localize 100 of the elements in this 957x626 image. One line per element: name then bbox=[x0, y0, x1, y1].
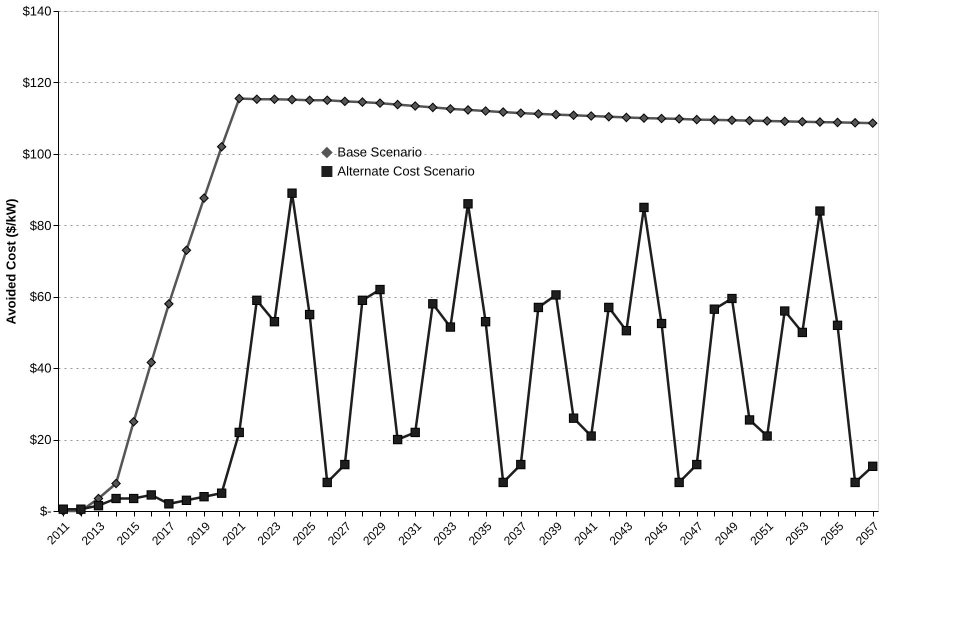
point bbox=[762, 116, 772, 126]
point bbox=[428, 102, 438, 112]
point bbox=[252, 94, 262, 104]
point bbox=[639, 202, 649, 212]
point bbox=[604, 302, 614, 312]
y-tick-label: $80 bbox=[30, 218, 52, 233]
y-tick-label: $100 bbox=[22, 146, 52, 162]
point bbox=[868, 118, 878, 128]
point bbox=[780, 116, 790, 126]
point bbox=[498, 107, 508, 117]
point bbox=[692, 114, 702, 124]
point bbox=[358, 296, 368, 305]
point bbox=[832, 118, 842, 128]
point bbox=[586, 431, 596, 441]
point bbox=[216, 142, 226, 152]
point bbox=[568, 413, 578, 423]
point bbox=[604, 112, 614, 122]
point bbox=[622, 326, 632, 336]
point bbox=[111, 494, 121, 504]
point bbox=[798, 328, 808, 338]
point bbox=[358, 97, 368, 107]
point bbox=[656, 114, 666, 124]
y-axis-title: Avoided Cost ($/kW) bbox=[4, 198, 19, 324]
point bbox=[128, 417, 138, 426]
y-tick-label: $40 bbox=[30, 360, 52, 376]
point bbox=[164, 299, 174, 309]
point bbox=[815, 117, 825, 127]
point bbox=[111, 478, 121, 488]
point bbox=[516, 460, 526, 470]
point bbox=[375, 284, 385, 294]
point bbox=[234, 428, 244, 438]
point bbox=[622, 112, 632, 122]
point bbox=[270, 94, 280, 104]
point bbox=[815, 206, 825, 216]
point bbox=[182, 246, 192, 255]
point bbox=[639, 113, 649, 123]
point bbox=[692, 460, 702, 470]
point bbox=[463, 105, 473, 115]
point bbox=[780, 306, 790, 316]
point bbox=[568, 110, 578, 120]
point bbox=[850, 478, 860, 488]
point bbox=[252, 296, 262, 305]
point bbox=[710, 304, 720, 314]
point bbox=[234, 94, 244, 104]
point bbox=[710, 115, 720, 125]
point bbox=[534, 302, 544, 312]
point bbox=[392, 434, 402, 444]
point bbox=[410, 428, 420, 438]
point bbox=[551, 290, 561, 300]
point bbox=[182, 496, 192, 505]
point bbox=[674, 478, 684, 488]
point bbox=[94, 500, 104, 510]
y-tick-label: $60 bbox=[30, 289, 52, 304]
point bbox=[850, 118, 860, 128]
point bbox=[287, 188, 297, 198]
point bbox=[146, 358, 156, 368]
point bbox=[463, 199, 473, 209]
point bbox=[868, 462, 878, 472]
y-tick-label: $- bbox=[40, 504, 52, 518]
point bbox=[727, 294, 737, 304]
point bbox=[744, 415, 754, 425]
point bbox=[340, 96, 350, 106]
point bbox=[375, 98, 385, 108]
point bbox=[480, 106, 490, 116]
point bbox=[674, 114, 684, 124]
point bbox=[164, 499, 174, 509]
point bbox=[744, 116, 754, 126]
point bbox=[146, 490, 156, 500]
point bbox=[410, 101, 420, 111]
legend-label: Base Scenario bbox=[337, 144, 422, 160]
point bbox=[498, 478, 508, 488]
point bbox=[798, 117, 808, 126]
y-tick-label: $140 bbox=[22, 4, 52, 18]
point bbox=[727, 116, 737, 125]
point bbox=[287, 94, 297, 104]
point bbox=[304, 96, 314, 105]
point bbox=[340, 460, 350, 470]
point bbox=[199, 193, 209, 203]
point bbox=[128, 494, 138, 504]
point bbox=[534, 109, 544, 119]
y-tick-label: $120 bbox=[22, 74, 52, 90]
point bbox=[270, 317, 280, 326]
point bbox=[216, 488, 226, 498]
point bbox=[428, 299, 438, 309]
point bbox=[656, 318, 666, 328]
point bbox=[832, 320, 842, 330]
point bbox=[322, 96, 332, 105]
y-tick-label: $20 bbox=[30, 432, 52, 448]
point bbox=[304, 310, 314, 320]
point bbox=[199, 492, 209, 502]
point bbox=[322, 478, 332, 488]
point bbox=[586, 111, 596, 121]
legend-label: Alternate Cost Scenario bbox=[337, 164, 475, 178]
point bbox=[762, 431, 772, 441]
point bbox=[392, 100, 402, 110]
point bbox=[446, 104, 456, 114]
point bbox=[516, 108, 526, 118]
point bbox=[551, 110, 561, 120]
point bbox=[446, 322, 456, 332]
point bbox=[480, 317, 490, 326]
